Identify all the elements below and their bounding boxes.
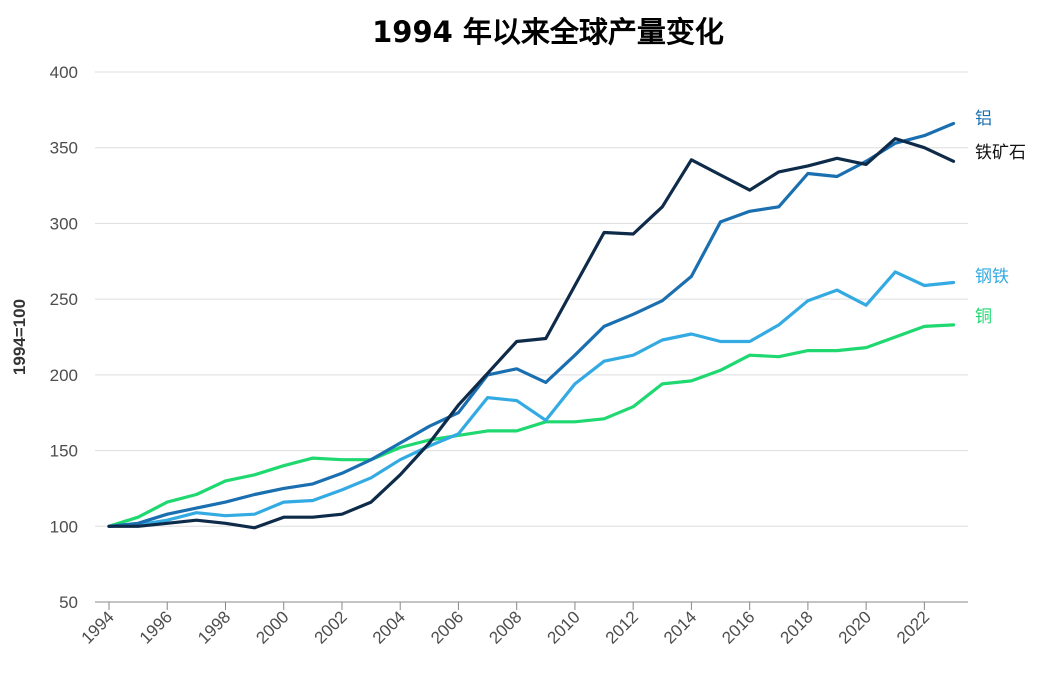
x-tick-label: 2014 [660, 607, 700, 647]
x-tick-label: 2004 [369, 607, 409, 647]
x-tick-label: 1994 [78, 607, 118, 647]
series-label: 铝 [975, 109, 992, 129]
x-tick-label: 2010 [544, 607, 584, 647]
x-tick-label: 2002 [311, 607, 351, 647]
chart-title: 1994 年以来全球产量变化 [372, 15, 724, 49]
gridlines [95, 71, 968, 527]
y-tick-label: 300 [50, 214, 78, 233]
y-tick-label: 200 [50, 366, 78, 385]
axes: 50 100 150 200 250 300 350 400 1994 1996 1998 2000 2… [50, 63, 968, 648]
series-lines [107, 121, 956, 530]
x-tick-label: 2012 [602, 607, 642, 647]
y-tick-label: 400 [50, 63, 78, 82]
y-tick-label: 150 [50, 442, 78, 461]
x-tick-label: 2008 [485, 607, 525, 647]
x-tick-label: 2000 [252, 607, 292, 647]
x-tick-label: 2018 [777, 607, 817, 647]
x-tick-label: 2020 [835, 607, 875, 647]
series-label: 铁矿石 [975, 143, 1026, 163]
y-axis-label: 1994=100 [10, 299, 29, 375]
x-tick-label: 2016 [718, 607, 758, 647]
x-tick-label: 2022 [893, 607, 933, 647]
series-label: 铜 [975, 307, 992, 327]
y-tick-label: 250 [50, 290, 78, 309]
series-label: 钢铁 [975, 267, 1009, 287]
x-tick-label: 1996 [136, 607, 176, 647]
series-line-2 [107, 270, 956, 528]
series-line-1 [107, 121, 956, 528]
y-tick-label: 350 [50, 139, 78, 158]
series-line-3 [107, 323, 956, 528]
y-tick-label: 100 [50, 517, 78, 536]
x-tick-label: 1998 [194, 607, 234, 647]
x-tick-label: 2006 [427, 607, 467, 647]
series-line-0 [107, 137, 956, 530]
y-tick-label: 50 [59, 593, 78, 612]
